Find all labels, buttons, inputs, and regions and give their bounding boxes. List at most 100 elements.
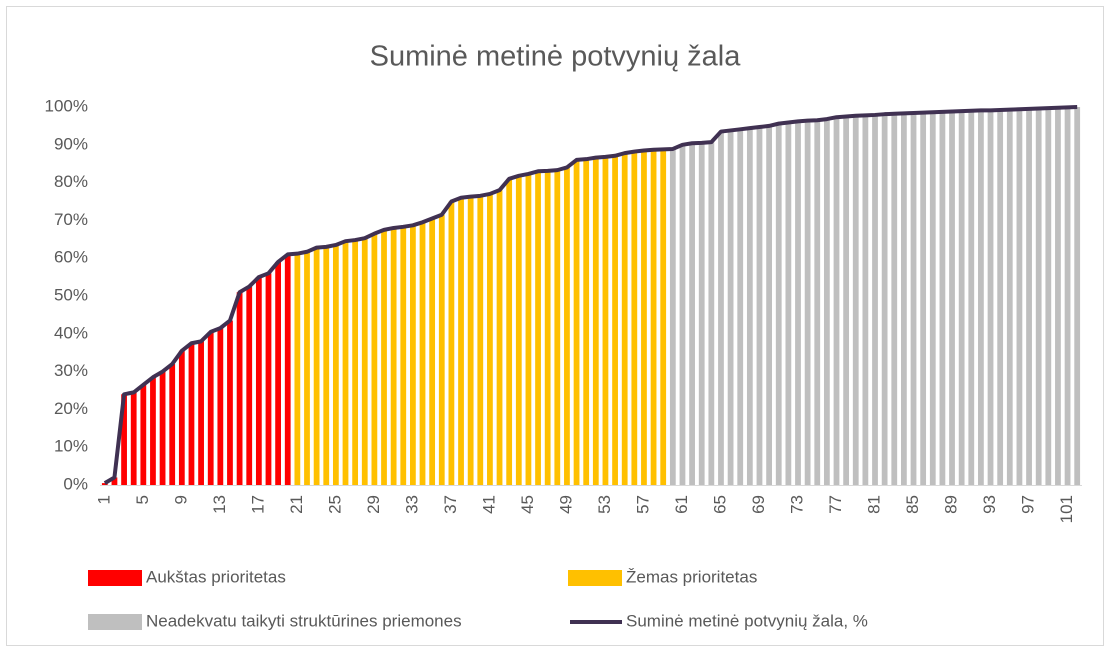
bar [718,131,724,485]
bar [1055,107,1061,486]
bar [949,111,955,485]
bar [544,170,551,485]
y-tick-label: 60% [54,248,88,267]
bar [400,226,407,486]
bar [852,115,859,485]
x-tick-label: 93 [980,495,999,514]
bar [1026,108,1032,485]
y-tick-label: 10% [54,437,88,456]
x-tick-label: 57 [633,495,652,514]
legend-swatch [88,614,142,630]
bar [496,190,503,485]
bar [766,125,772,486]
bar [515,175,522,485]
legend-label: Aukštas prioritetas [146,567,286,586]
bar [862,115,869,485]
y-tick-label: 70% [54,210,88,229]
bar [708,142,715,486]
bar [535,171,541,485]
bar [227,320,233,485]
x-tick-label: 85 [903,495,922,514]
y-tick-label: 30% [54,361,88,380]
bar [872,114,878,486]
bar [920,112,927,486]
bar [111,477,118,485]
x-tick-label: 49 [556,495,575,514]
bar [727,130,734,485]
bar [1006,109,1013,486]
x-tick-label: 45 [518,495,537,514]
bar [178,350,185,485]
bar [669,148,676,485]
legend-label: Neadekvatu taikyti struktūrines priemone… [146,611,462,630]
bar [756,127,763,485]
bar [381,229,387,485]
x-tick-label: 69 [749,495,768,514]
bar [477,195,484,485]
bar [101,483,108,485]
bar [207,331,214,485]
y-tick-label: 50% [54,285,88,304]
x-tick-label: 17 [248,495,267,514]
bar [255,277,262,485]
bar [487,193,493,485]
bar [583,159,590,485]
bar [438,214,445,486]
bar [621,153,628,485]
x-tick-label: 77 [826,495,845,514]
bar [121,394,127,485]
y-tick-label: 40% [54,323,88,342]
bar [265,273,272,485]
bar [448,201,455,485]
x-tick-label: 33 [402,495,421,514]
bar [1045,108,1052,485]
legend-label: Žemas prioritetas [626,567,757,586]
x-tick-label: 5 [133,495,152,504]
bar [823,119,830,485]
bar [602,156,609,485]
bar [525,173,532,485]
bar [785,122,792,486]
y-tick-label: 0% [63,474,88,493]
bar [833,117,840,486]
bar [467,196,474,485]
bar [631,151,638,485]
x-tick-label: 9 [171,495,190,504]
bar [1064,107,1071,486]
bar [140,384,147,485]
bar [804,120,811,485]
bar [284,254,291,485]
bar [506,178,513,485]
bar [641,150,647,485]
x-tick-label: 89 [942,495,961,514]
bar [698,142,705,485]
bar [910,113,917,485]
y-tick-label: 90% [54,134,88,153]
legend-swatch [88,570,142,586]
bar [891,113,898,485]
bar [929,112,936,486]
bar [939,111,946,485]
bar [650,149,657,486]
x-tick-label: 65 [710,495,729,514]
x-tick-label: 81 [864,495,883,514]
x-tick-label: 101 [1057,495,1076,523]
bar [458,197,464,485]
legend-label: Suminė metinė potvynių žala, % [626,611,868,630]
bar [843,116,850,485]
bar [342,241,349,485]
x-tick-label: 25 [325,495,344,514]
bar [573,159,580,486]
bar [978,110,984,485]
bar [419,222,426,486]
bar [1035,108,1042,486]
bar [352,240,359,485]
bar [236,292,243,485]
x-tick-label: 53 [595,495,614,514]
x-tick-label: 37 [441,495,460,514]
bar [814,120,821,485]
bar [332,244,339,485]
bar [564,167,570,486]
